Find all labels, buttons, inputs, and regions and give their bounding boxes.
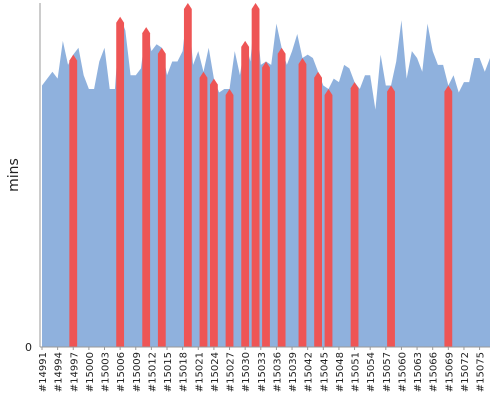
x-tick-label: #15054: [366, 352, 377, 392]
highlight-build-15046[interactable]: [324, 89, 333, 347]
highlight-build-14997[interactable]: [69, 54, 78, 347]
highlight-build-15024[interactable]: [210, 78, 218, 348]
x-tick-label: #15021: [194, 352, 205, 392]
x-tick-label: #15012: [147, 352, 158, 392]
x-tick-label: #15027: [226, 352, 237, 392]
highlight-build-15011[interactable]: [142, 27, 151, 348]
x-tick-label: #15066: [429, 352, 440, 392]
x-tick-label: #15060: [397, 352, 408, 392]
x-tick-label: #15036: [272, 352, 283, 392]
x-tick-label: #15063: [413, 352, 424, 392]
x-tick-label: #15039: [288, 352, 299, 392]
x-tick-label: #15000: [85, 352, 96, 392]
highlight-build-15022[interactable]: [199, 71, 208, 348]
x-tick-label: #15018: [179, 352, 190, 392]
x-tick-label: #15009: [132, 352, 143, 392]
x-tick-label: #15051: [351, 352, 362, 392]
x-tick-label: #15048: [335, 352, 346, 392]
highlight-build-15030[interactable]: [241, 40, 250, 348]
x-tick-label: #15057: [382, 352, 393, 392]
x-tick-label: #14997: [69, 352, 80, 392]
x-tick-label: #14994: [54, 352, 65, 392]
highlight-build-15006[interactable]: [116, 16, 125, 347]
x-tick-label: #15045: [319, 352, 330, 392]
x-tick-label: #15024: [210, 352, 221, 392]
highlight-build-15037[interactable]: [277, 47, 286, 347]
x-tick-label: #15042: [304, 352, 315, 392]
axis-layer: 0 #14991 #14994 #14997 #15000 #15003 #15006 #15…: [25, 3, 490, 392]
x-tick-label: #15030: [241, 352, 252, 392]
y-tick-label: 0: [25, 341, 32, 354]
series-layer: [42, 3, 490, 348]
x-tick-label: #15015: [163, 352, 174, 392]
highlight-build-15034[interactable]: [262, 61, 270, 347]
highlight-build-15058[interactable]: [387, 85, 395, 347]
x-tick-label: #14991: [38, 352, 49, 392]
highlight-build-15019[interactable]: [183, 3, 192, 347]
x-tick-label: #15075: [476, 352, 487, 392]
highlight-build-15014[interactable]: [157, 47, 166, 347]
x-tick-label: #15069: [444, 352, 455, 392]
highlight-build-15051[interactable]: [350, 82, 359, 348]
y-axis-label: mins: [6, 158, 22, 192]
highlight-build-15041[interactable]: [298, 58, 307, 347]
x-tick-label: #15003: [101, 352, 112, 392]
highlight-build-15069[interactable]: [444, 85, 453, 347]
x-tick-label: #15006: [116, 352, 127, 392]
x-tick-label: #15072: [460, 352, 471, 392]
highlight-build-15032[interactable]: [251, 3, 260, 347]
highlight-build-15044[interactable]: [314, 71, 322, 348]
highlight-build-15027[interactable]: [225, 89, 234, 347]
x-tick-label: #15033: [257, 352, 268, 392]
